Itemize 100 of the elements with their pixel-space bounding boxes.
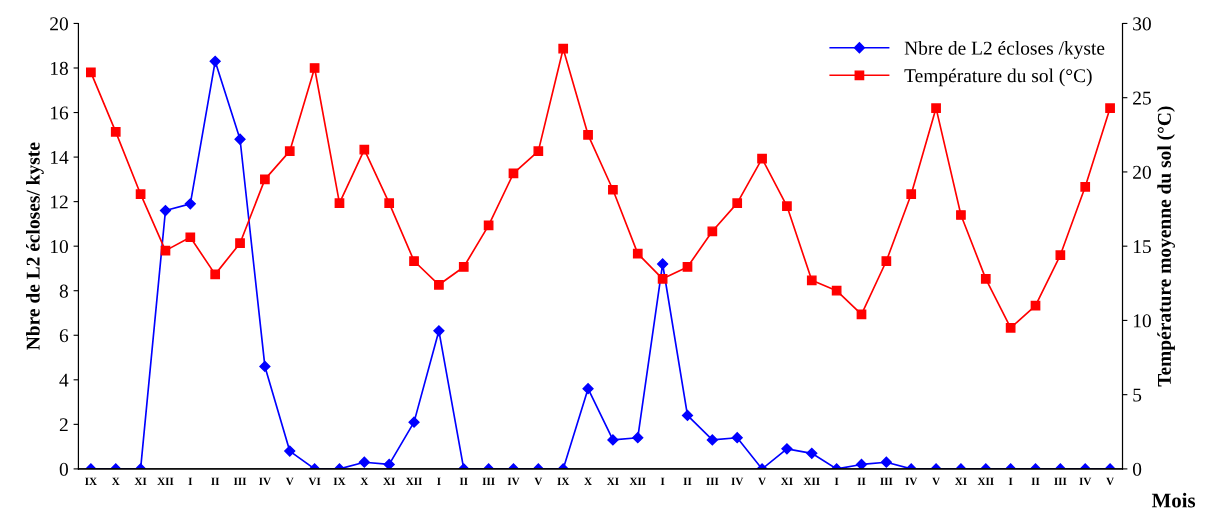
point	[980, 273, 991, 284]
x-axis-title: Mois	[1151, 492, 1196, 508]
y-tick-label: 16	[51, 106, 69, 120]
point	[309, 63, 320, 73]
x-tick-label: VI	[308, 477, 321, 486]
point	[608, 184, 618, 195]
y-tick-label: 14	[51, 150, 69, 164]
point	[632, 248, 643, 259]
x-tick-label: XI	[134, 477, 147, 485]
x-tick-label: III	[233, 477, 247, 485]
x-tick-label: IV	[507, 477, 520, 486]
point	[284, 146, 295, 157]
point	[757, 153, 767, 164]
x-tick-label: XI	[780, 477, 793, 485]
x-tick-label: XI	[383, 477, 395, 485]
x-tick-label: III	[1054, 477, 1067, 485]
point	[86, 67, 96, 78]
legend-label: Nbre de L2 écloses /kyste	[904, 41, 1105, 59]
point	[260, 174, 270, 185]
point	[433, 325, 445, 337]
x-tick-label: I	[188, 477, 193, 485]
y-tick-label: 2	[59, 418, 68, 432]
x-tick-label: XII	[629, 477, 646, 485]
x-tick-label: I	[834, 477, 839, 485]
x-tick-label: XII	[157, 477, 174, 485]
x-tick-label: XII	[803, 477, 820, 485]
point	[159, 204, 172, 217]
y2-tick-label: 25	[1133, 91, 1151, 105]
point	[583, 129, 593, 140]
x-tick-label: III	[482, 477, 495, 485]
x-tick-label: V	[932, 477, 940, 486]
x-tick-label: V	[758, 477, 766, 486]
x-tick-label: XII	[405, 477, 423, 485]
point	[956, 210, 966, 220]
point	[110, 126, 121, 137]
x-tick-label: IX	[557, 477, 570, 485]
x-tick-label: IV	[905, 477, 918, 486]
x-tick-label: X	[584, 477, 592, 485]
point	[434, 279, 444, 290]
x-tick-label: X	[360, 477, 369, 485]
y2-tick-label: 30	[1133, 17, 1151, 31]
point	[384, 198, 395, 208]
y-tick-label: 12	[51, 195, 68, 209]
x-tick-label: I	[660, 477, 665, 485]
point	[334, 198, 345, 208]
x-tick-label: X	[111, 477, 120, 485]
x-tick-label: II	[211, 477, 220, 485]
x-tick-label: V	[1106, 477, 1114, 486]
x-tick-label: II	[459, 477, 468, 485]
y2-tick-label: 5	[1133, 388, 1142, 402]
x-tick-label: XII	[977, 477, 994, 485]
x-tick-label: IX	[85, 477, 97, 485]
y-axis-title: Nbre de L2 écloses/ kyste	[26, 142, 44, 350]
y-tick-label: 20	[50, 17, 68, 31]
point	[1105, 103, 1115, 113]
x-tick-label: IX	[333, 477, 346, 485]
y2-tick-label: 15	[1133, 240, 1151, 254]
x-tick-label: I	[1008, 477, 1013, 485]
point	[234, 133, 246, 145]
point	[906, 189, 917, 200]
point	[383, 458, 395, 469]
point	[533, 146, 544, 157]
x-tick-label: II	[857, 477, 866, 485]
x-tick-label: V	[534, 477, 543, 486]
x-tick-label: XI	[606, 477, 619, 485]
point	[855, 458, 868, 469]
point	[682, 262, 693, 272]
y-tick-label: 0	[59, 462, 68, 476]
point	[1055, 250, 1066, 260]
x-tick-label: V	[285, 477, 294, 486]
point	[1005, 322, 1016, 333]
point	[657, 258, 669, 270]
y-tick-label: 8	[59, 284, 68, 298]
point	[210, 269, 221, 280]
point	[782, 201, 792, 211]
x-tick-label: IV	[1079, 477, 1092, 486]
x-tick-label: III	[880, 477, 893, 485]
y2-tick-label: 20	[1133, 165, 1151, 179]
point	[458, 262, 469, 272]
point	[707, 226, 718, 237]
x-tick-label: III	[706, 477, 719, 485]
point	[806, 275, 817, 286]
x-tick-label: XI	[954, 477, 967, 485]
y-tick-label: 18	[51, 61, 68, 75]
x-tick-label: IV	[731, 477, 744, 486]
point	[558, 43, 569, 54]
y2-axis-title: Température moyenne du sol (°C)	[1157, 106, 1175, 387]
point	[135, 189, 146, 200]
point	[931, 103, 941, 113]
point	[1080, 181, 1091, 192]
x-tick-label: II	[1031, 477, 1040, 485]
x-tick-label: IV	[259, 477, 271, 486]
point	[209, 55, 221, 67]
x-tick-label: I	[437, 477, 441, 485]
point	[184, 198, 196, 210]
point	[235, 238, 245, 249]
legend-label: Température du sol (°C)	[904, 68, 1092, 87]
point	[259, 360, 271, 373]
point	[831, 285, 842, 296]
point	[359, 144, 370, 155]
